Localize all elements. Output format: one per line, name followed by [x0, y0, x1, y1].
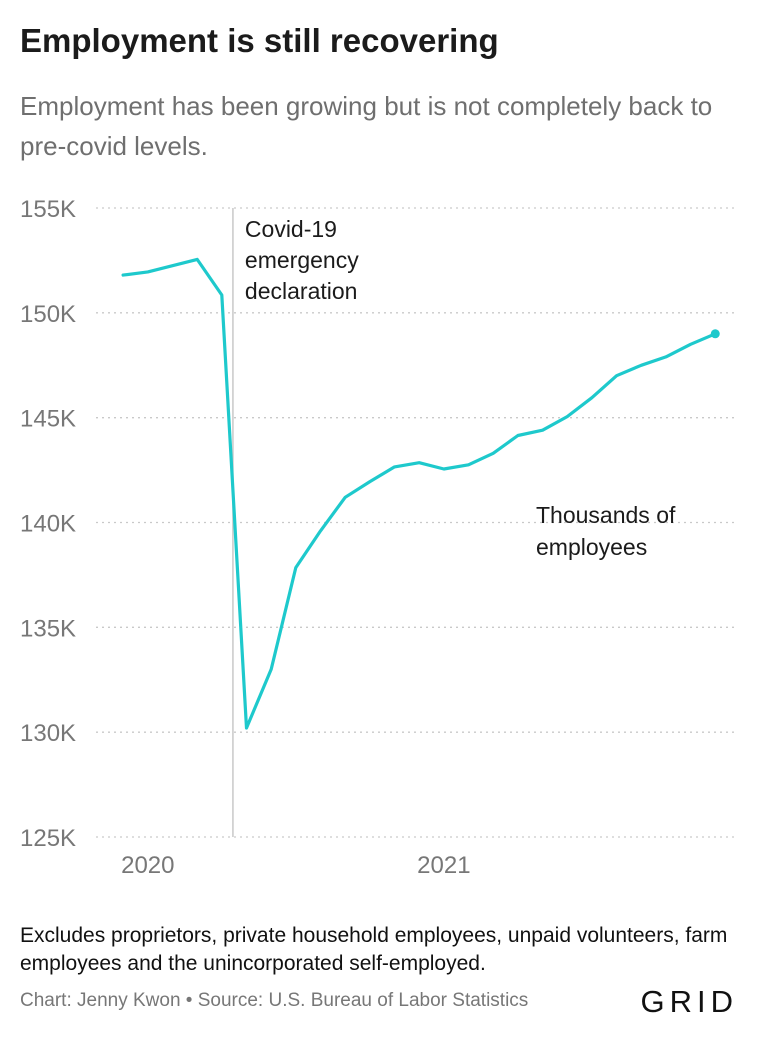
covid-annotation-text: emergency — [245, 247, 359, 273]
y-tick-label: 125K — [20, 825, 76, 852]
x-axis-tick-labels: 2020 2021 — [121, 852, 470, 879]
chart-title: Employment is still recovering — [20, 22, 499, 59]
annotations: Covid-19 emergency declaration Thousands of… — [232, 208, 676, 837]
employment-series-line — [121, 257, 717, 730]
covid-annotation-text: Covid-19 — [245, 216, 337, 242]
y-tick-label: 135K — [20, 615, 76, 642]
y-tick-label: 140K — [20, 511, 76, 538]
series-label-text: employees — [536, 534, 647, 560]
y-tick-label: 145K — [20, 406, 76, 433]
y-tick-label: 150K — [20, 301, 76, 328]
x-tick-label: 2020 — [121, 852, 174, 879]
source-credit: Chart: Jenny Kwon • Source: U.S. Bureau … — [20, 990, 529, 1011]
footnote: Excludes proprietors, private household … — [20, 924, 728, 975]
grid-logo: GRID — [640, 984, 738, 1019]
y-tick-label: 130K — [20, 720, 76, 747]
covid-annotation-text: declaration — [245, 278, 358, 304]
series — [121, 257, 720, 730]
series-end-point — [710, 329, 720, 339]
employment-line-chart: 125K 130K 135K 140K 145K 150K 155K 2020 2021 Co… — [20, 196, 735, 879]
series-label-text: Thousands of — [536, 502, 676, 528]
y-axis-tick-labels: 125K 130K 135K 140K 145K 150K 155K — [20, 196, 76, 852]
gridlines — [96, 207, 735, 838]
chart-subtitle: Employment has been growing but is not c… — [20, 91, 713, 161]
x-tick-label: 2021 — [417, 852, 470, 879]
y-tick-label: 155K — [20, 196, 76, 223]
